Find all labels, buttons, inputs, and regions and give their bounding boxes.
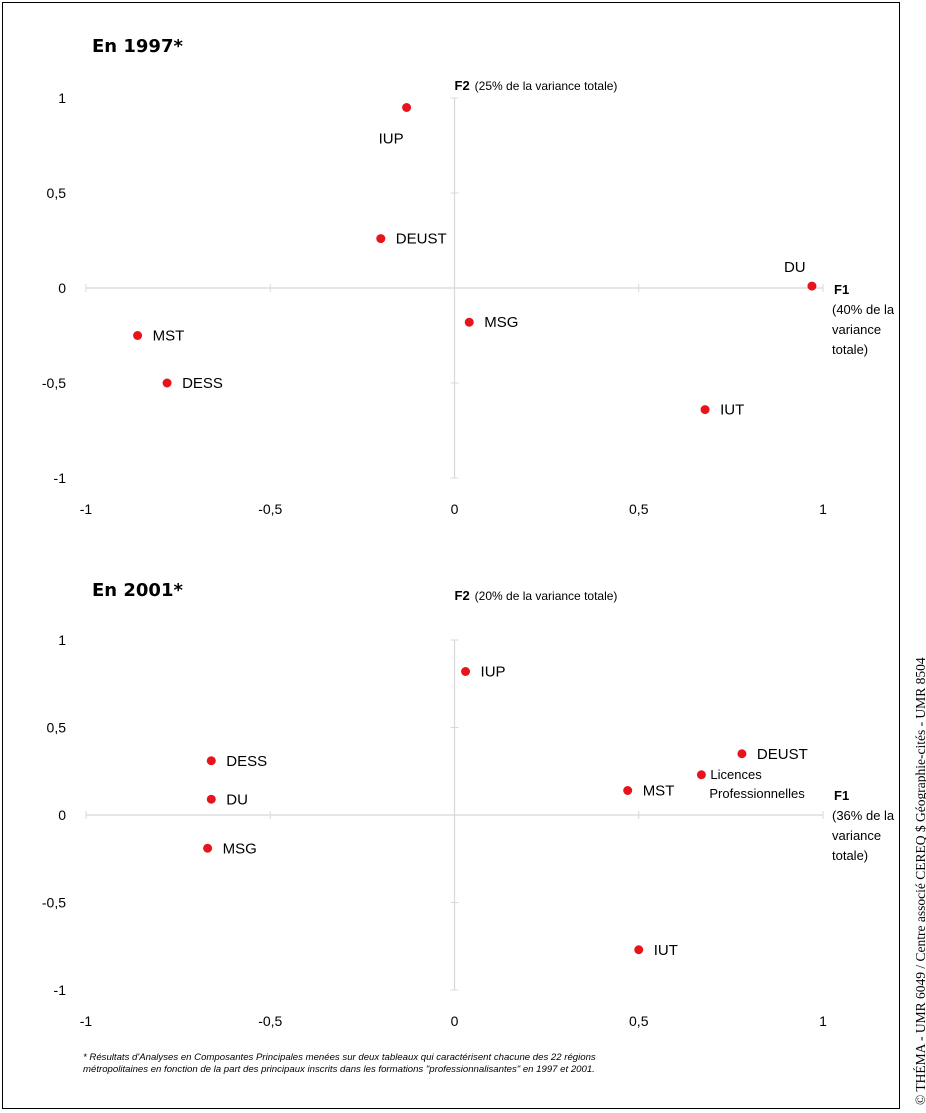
point-label-dess: DESS: [226, 753, 267, 770]
f2-axis-label: F2 (25% de la variance totale): [455, 78, 618, 93]
chart-title: En 2001*: [92, 580, 183, 601]
point-label-line: Licences: [710, 767, 762, 782]
point-label-iut: IUT: [654, 942, 678, 959]
point-label-mst: MST: [153, 328, 185, 345]
point-msg: [464, 317, 474, 327]
y-tick-label: 0: [58, 280, 66, 296]
f2-axis-name: F2: [455, 588, 470, 603]
copyright-credit: © THÉMA - UMR 6049 / Centre associé CERE…: [913, 657, 926, 1105]
x-tick-label: -0,5: [258, 1013, 282, 1029]
x-tick-label: -1: [80, 501, 93, 517]
f1-axis-note: variance: [832, 322, 881, 337]
y-tick-label: -1: [54, 982, 67, 998]
point-iut: [700, 405, 710, 415]
point-label-deust: DEUST: [396, 231, 447, 248]
y-tick-label: 0,5: [47, 720, 67, 736]
point-dess: [162, 378, 172, 388]
x-tick-label: 1: [819, 501, 827, 517]
point-label-iup: IUP: [481, 664, 506, 681]
f2-axis-note: (25% de la variance totale): [475, 79, 618, 93]
footnote-line-2: métropolitaines en fonction de la part d…: [83, 1064, 595, 1075]
f1-axis-name: F1: [834, 788, 849, 803]
point-deust: [376, 234, 386, 244]
f1-axis-note: variance: [832, 828, 881, 843]
point-iup: [461, 667, 471, 676]
point-deust: [737, 749, 747, 759]
chart-panel-1: En 1997* 1 0,5 0 -0,5 -1 -1 -0,5 0 0,5 1 F2 (25% de …: [42, 36, 895, 517]
y-tick-label: 0,5: [47, 185, 67, 201]
figure-frame: [2, 2, 900, 1109]
point-du: [206, 794, 216, 804]
point-iup: [402, 103, 412, 112]
x-tick-label: -1: [80, 1013, 93, 1029]
f1-axis-note: totale): [832, 342, 868, 357]
f2-axis-label: F2 (20% de la variance totale): [455, 588, 618, 603]
point-mst: [133, 331, 143, 340]
x-tick-label: 1: [819, 1013, 827, 1029]
x-tick-label: 0: [451, 1013, 459, 1029]
point-msg: [203, 843, 213, 853]
f2-axis-note: (20% de la variance totale): [475, 589, 618, 603]
f1-axis-note: (36% de la: [832, 808, 895, 823]
point-label-msg: MSG: [223, 840, 257, 857]
point-dess: [206, 756, 216, 766]
point-mst: [623, 786, 633, 795]
point-iut: [634, 945, 644, 955]
point-label-dess: DESS: [182, 375, 223, 392]
footnote: * Résultats d'Analyses en Composantes Pr…: [83, 1052, 883, 1076]
f1-axis-note: (40% de la: [832, 302, 895, 317]
y-tick-label: 1: [58, 632, 66, 648]
point-label-licences-professionnelles: Licences Professionnelles: [709, 767, 805, 801]
chart-title: En 1997*: [92, 36, 183, 57]
point-label-mst: MST: [643, 783, 675, 800]
point-label-iup: IUP: [379, 131, 404, 148]
chart-panel-2: En 2001* 1 0,5 0 -0,5 -1 -1 -0,5 0 0,5 1 F2 (20% de …: [42, 580, 895, 1029]
x-tick-label: 0,5: [629, 501, 649, 517]
y-tick-label: -0,5: [42, 895, 66, 911]
x-tick-label: -0,5: [258, 501, 282, 517]
y-tick-label: 0: [58, 807, 66, 823]
point-label-du: DU: [784, 259, 806, 276]
y-tick-label: 1: [58, 90, 66, 106]
point-label-iut: IUT: [720, 402, 744, 419]
x-tick-label: 0,5: [629, 1013, 649, 1029]
f1-axis-name: F1: [834, 282, 849, 297]
point-licences-professionnelles: [696, 770, 706, 780]
point-du: [807, 281, 817, 291]
footnote-line-1: * Résultats d'Analyses en Composantes Pr…: [83, 1052, 596, 1063]
y-tick-label: -1: [54, 470, 67, 486]
x-tick-label: 0: [451, 501, 459, 517]
point-label-du: DU: [226, 791, 248, 808]
f1-axis-note: totale): [832, 848, 868, 863]
y-tick-label: -0,5: [42, 375, 66, 391]
f2-axis-name: F2: [455, 78, 470, 93]
point-label-line: Professionnelles: [709, 786, 805, 801]
point-label-msg: MSG: [484, 314, 518, 331]
point-label-deust: DEUST: [757, 746, 808, 763]
